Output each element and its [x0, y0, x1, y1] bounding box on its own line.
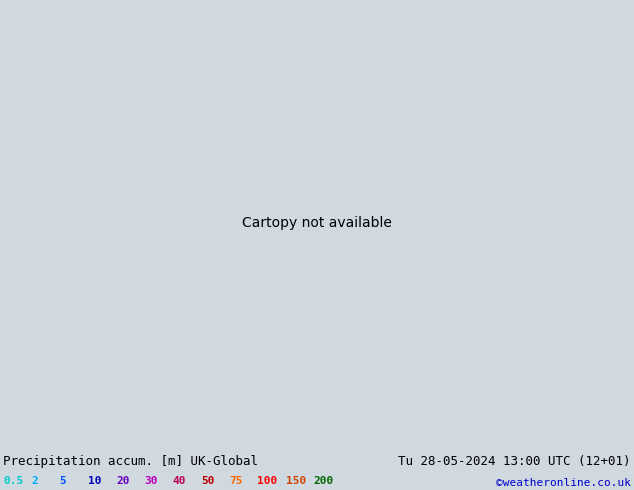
- Text: 150: 150: [285, 476, 306, 486]
- Text: 0.5: 0.5: [3, 476, 23, 486]
- Text: 100: 100: [257, 476, 278, 486]
- Text: 50: 50: [201, 476, 214, 486]
- Text: 2: 2: [32, 476, 38, 486]
- Text: 40: 40: [172, 476, 186, 486]
- Text: 20: 20: [116, 476, 129, 486]
- Text: 5: 5: [60, 476, 67, 486]
- Text: 30: 30: [145, 476, 158, 486]
- Text: 10: 10: [88, 476, 101, 486]
- Text: Precipitation accum. [m] UK-Global: Precipitation accum. [m] UK-Global: [3, 455, 258, 468]
- Text: 200: 200: [314, 476, 334, 486]
- Text: ©weatheronline.co.uk: ©weatheronline.co.uk: [496, 478, 631, 488]
- Text: Tu 28-05-2024 13:00 UTC (12+01): Tu 28-05-2024 13:00 UTC (12+01): [398, 455, 631, 468]
- Text: Cartopy not available: Cartopy not available: [242, 216, 392, 230]
- Text: 75: 75: [229, 476, 243, 486]
